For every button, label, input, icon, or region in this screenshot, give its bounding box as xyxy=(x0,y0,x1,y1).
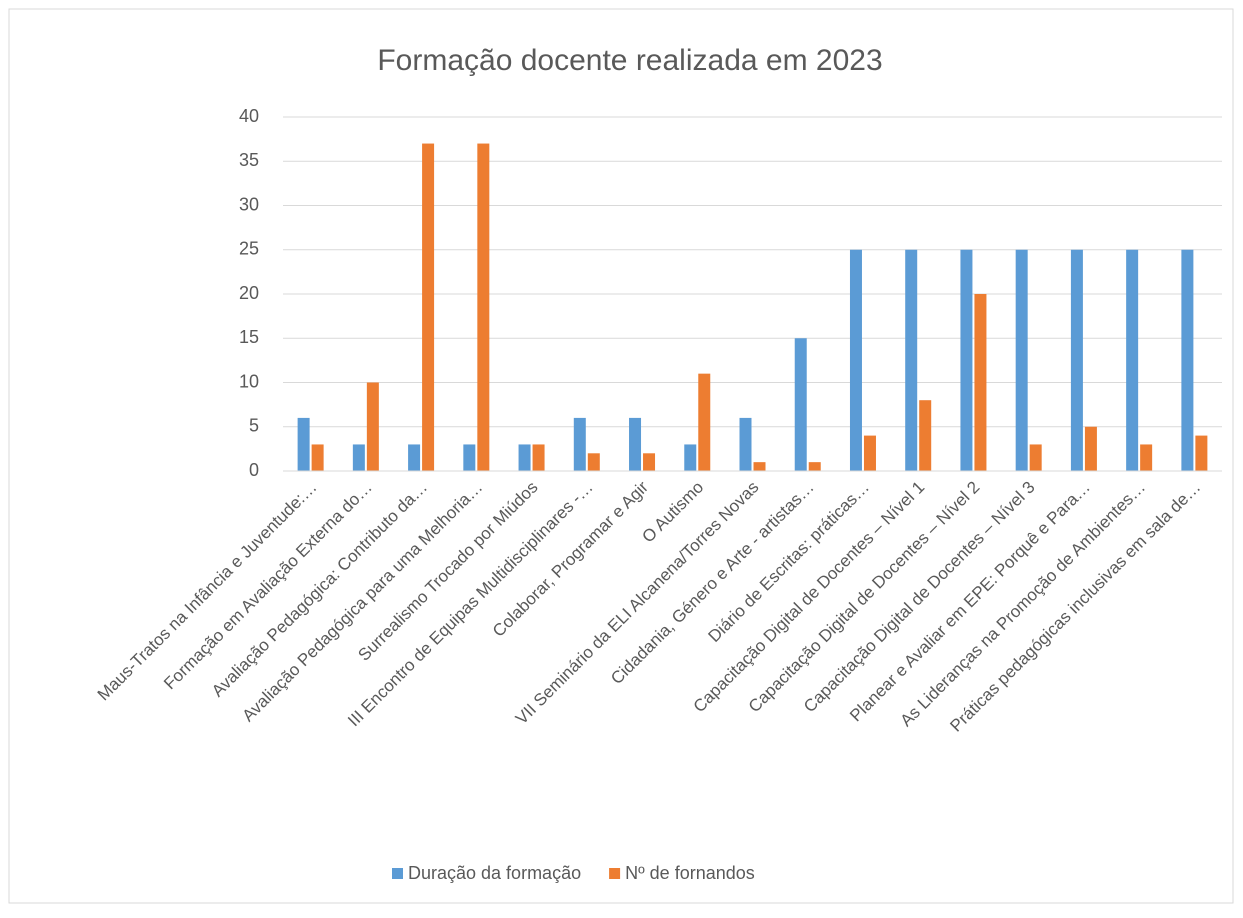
bar xyxy=(808,462,821,471)
bar xyxy=(739,417,752,471)
bar xyxy=(573,417,586,471)
bar xyxy=(849,249,862,471)
bar xyxy=(1140,444,1153,471)
bar xyxy=(477,143,490,472)
y-tick-label: 10 xyxy=(239,371,259,391)
bar xyxy=(960,249,973,471)
y-tick-label: 30 xyxy=(239,194,259,214)
bar xyxy=(919,400,932,471)
y-tick-label: 5 xyxy=(249,416,259,436)
bar xyxy=(643,453,656,471)
bar xyxy=(311,444,324,471)
bar xyxy=(518,444,531,471)
legend-swatch xyxy=(609,868,621,879)
bar xyxy=(366,382,379,471)
y-tick-label: 20 xyxy=(239,283,259,303)
bar xyxy=(587,453,600,471)
bar xyxy=(1195,435,1208,471)
bar xyxy=(408,444,421,471)
chart-title: Formação docente realizada em 2023 xyxy=(377,44,882,77)
bar xyxy=(629,417,642,471)
legend-label: Nº de fornandos xyxy=(625,863,755,883)
bar xyxy=(297,417,310,471)
chart-border xyxy=(8,8,1234,904)
y-tick-label: 15 xyxy=(239,327,259,347)
bar xyxy=(684,444,697,471)
bar xyxy=(532,444,545,471)
bar xyxy=(794,338,807,471)
bar xyxy=(1015,249,1028,471)
bar xyxy=(1084,426,1097,471)
bar xyxy=(463,444,476,471)
y-tick-label: 35 xyxy=(239,150,259,170)
bar xyxy=(1126,249,1139,471)
bar xyxy=(422,143,435,472)
bar xyxy=(1070,249,1083,471)
bar xyxy=(863,435,876,471)
bar xyxy=(905,249,918,471)
bar xyxy=(1029,444,1042,471)
bar xyxy=(974,294,987,471)
bar xyxy=(1181,249,1194,471)
y-tick-label: 25 xyxy=(239,239,259,259)
bar xyxy=(352,444,365,471)
y-tick-label: 0 xyxy=(249,460,259,480)
bar xyxy=(698,373,711,471)
legend-label: Duração da formação xyxy=(408,863,581,883)
y-tick-label: 40 xyxy=(239,106,259,126)
bar xyxy=(753,462,766,471)
legend-swatch xyxy=(392,868,403,879)
